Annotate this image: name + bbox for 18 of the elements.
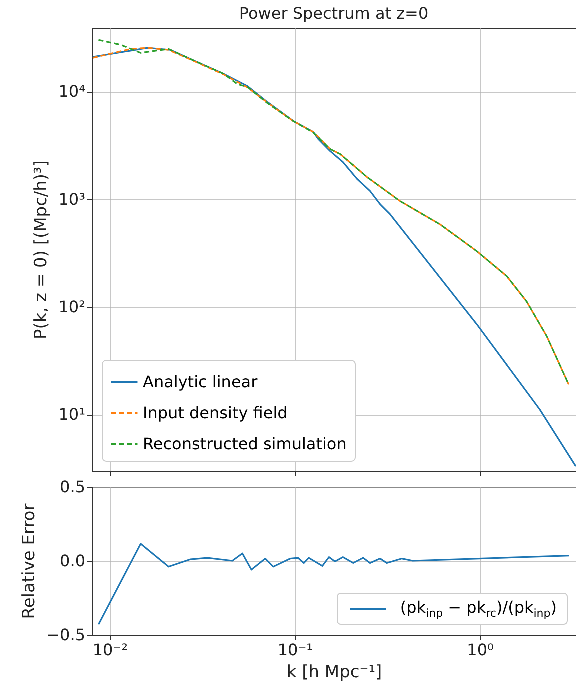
x-axis-title: k [h Mpc⁻¹]: [286, 662, 382, 682]
y-axis-title: P(k, z = 0) [(Mpc/h)³]: [32, 160, 52, 340]
legend-label: Input density field: [143, 404, 288, 422]
x-tick-label: 10⁰: [467, 640, 494, 660]
x-tick-label: 10⁻¹: [278, 640, 314, 660]
legend-label: Analytic linear: [143, 372, 258, 392]
legend-label: Reconstructed simulation: [143, 434, 347, 454]
y-tick-label: 10²: [58, 298, 86, 317]
y-tick-label: 10¹: [58, 405, 86, 424]
y-tick-label: 10³: [58, 190, 86, 209]
y-axis-title: Relative Error: [20, 504, 40, 620]
y-tick-label: −0.5: [46, 626, 86, 644]
chart-title: Power Spectrum at z=0: [239, 4, 429, 23]
y-tick-label: 10⁴: [58, 82, 86, 102]
y-tick-label: 0.0: [60, 552, 86, 570]
x-tick-label: 10⁻²: [92, 640, 128, 660]
legend-label: (pk$_{inp}$ − pk$_{rc}$)/(pk$_{inp}$): [400, 598, 557, 620]
y-tick-label: 0.5: [60, 478, 86, 496]
